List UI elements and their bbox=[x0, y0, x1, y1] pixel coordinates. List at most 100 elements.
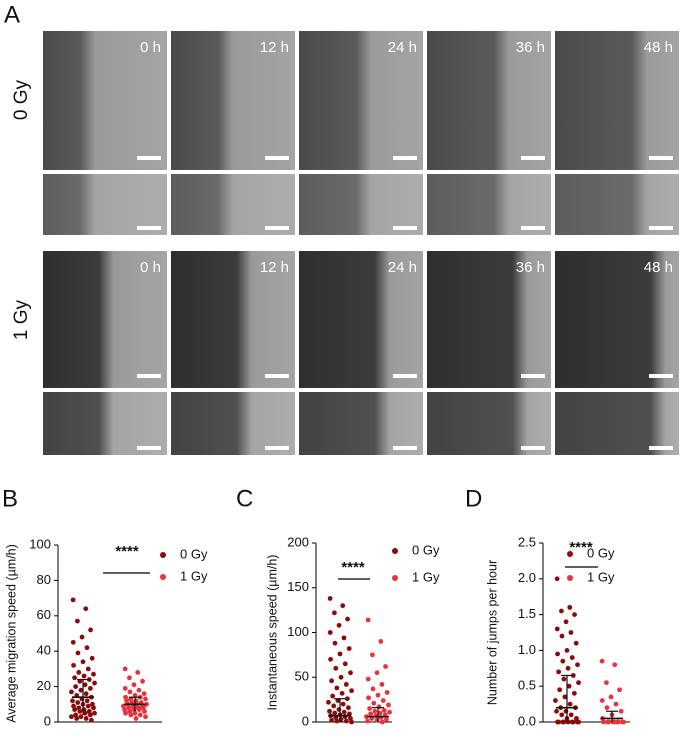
legend-marker bbox=[160, 552, 166, 558]
data-point bbox=[75, 618, 80, 624]
data-point bbox=[75, 700, 81, 705]
data-point bbox=[599, 698, 605, 703]
data-point bbox=[557, 687, 563, 693]
legend-marker bbox=[160, 574, 166, 580]
data-point bbox=[337, 651, 343, 657]
data-point bbox=[381, 707, 387, 713]
scale-bar bbox=[265, 156, 289, 160]
y-axis-label: Average migration speed (µm/h) bbox=[4, 544, 18, 723]
micrograph-zoom bbox=[43, 174, 167, 235]
data-point bbox=[327, 630, 333, 635]
scale-bar bbox=[393, 374, 417, 378]
data-point bbox=[85, 703, 91, 709]
data-point bbox=[127, 675, 132, 681]
row-label: 0 Gy bbox=[11, 79, 32, 120]
micrograph-zoom bbox=[555, 392, 679, 455]
scale-bar bbox=[521, 446, 545, 450]
scale-bar bbox=[649, 226, 673, 230]
y-axis-label: Instantaneous speed (µm/h) bbox=[265, 555, 279, 711]
micrograph bbox=[171, 251, 295, 388]
micrograph bbox=[555, 31, 679, 170]
data-point bbox=[133, 716, 139, 721]
data-point bbox=[366, 695, 371, 701]
legend-marker bbox=[567, 551, 573, 557]
data-point bbox=[374, 717, 380, 723]
data-point bbox=[343, 682, 349, 687]
data-point bbox=[553, 698, 558, 703]
data-point bbox=[374, 670, 380, 676]
data-point bbox=[342, 661, 348, 667]
data-point bbox=[384, 716, 389, 722]
row-label: 1 Gy bbox=[11, 299, 32, 340]
data-point bbox=[554, 708, 559, 714]
data-point bbox=[564, 648, 570, 653]
data-point bbox=[573, 640, 579, 646]
micrograph-zoom bbox=[427, 174, 551, 235]
data-point bbox=[86, 677, 92, 682]
data-point bbox=[326, 699, 331, 705]
scale-bar bbox=[649, 156, 673, 160]
scale-bar bbox=[521, 156, 545, 160]
significance-label: **** bbox=[115, 543, 139, 560]
legend-label: 0 Gy bbox=[587, 545, 615, 560]
data-point bbox=[141, 691, 147, 697]
data-point bbox=[386, 702, 391, 708]
time-label: 48 h bbox=[644, 39, 673, 56]
scale-bar bbox=[393, 156, 417, 160]
data-point bbox=[135, 670, 141, 675]
scale-bar bbox=[649, 446, 673, 450]
legend-label: 0 Gy bbox=[412, 542, 440, 557]
data-point bbox=[560, 658, 566, 664]
data-point bbox=[570, 719, 576, 725]
data-point bbox=[611, 719, 617, 725]
data-point bbox=[81, 673, 87, 679]
time-label: 0 h bbox=[140, 39, 161, 56]
micrograph-zoom bbox=[171, 392, 295, 455]
data-point bbox=[80, 659, 86, 665]
data-point bbox=[142, 708, 147, 714]
data-point bbox=[83, 606, 89, 612]
data-point bbox=[84, 645, 90, 651]
y-tick-label: 2.0 bbox=[518, 570, 536, 585]
data-point bbox=[608, 694, 614, 700]
data-point bbox=[341, 635, 347, 641]
data-point bbox=[599, 658, 605, 664]
y-tick-label: 0.0 bbox=[518, 713, 536, 728]
data-point bbox=[572, 612, 577, 617]
data-point bbox=[345, 616, 350, 622]
data-point bbox=[328, 656, 333, 662]
legend-label: 1 Gy bbox=[412, 569, 440, 584]
data-point bbox=[140, 678, 145, 684]
data-point bbox=[334, 685, 340, 691]
time-label: 12 h bbox=[260, 39, 289, 56]
micrograph bbox=[555, 251, 679, 388]
data-point bbox=[566, 683, 572, 689]
y-tick-label: 150 bbox=[287, 579, 309, 594]
data-point bbox=[332, 710, 338, 716]
data-point bbox=[387, 709, 392, 715]
data-point bbox=[604, 680, 609, 686]
data-point bbox=[336, 707, 342, 712]
data-point bbox=[575, 662, 580, 668]
legend-label: 0 Gy bbox=[180, 546, 208, 561]
data-point bbox=[132, 710, 138, 716]
data-point bbox=[349, 719, 354, 725]
data-point bbox=[371, 700, 377, 706]
significance-label: **** bbox=[569, 539, 593, 556]
y-tick-label: 60 bbox=[37, 607, 51, 622]
data-point bbox=[365, 617, 371, 623]
data-point bbox=[74, 716, 80, 721]
scale-bar bbox=[521, 374, 545, 378]
data-point bbox=[349, 688, 354, 694]
data-point bbox=[567, 605, 573, 610]
data-point bbox=[83, 691, 89, 697]
data-point bbox=[89, 655, 95, 661]
data-point bbox=[338, 716, 344, 722]
y-tick-label: 40 bbox=[37, 643, 51, 658]
data-point bbox=[88, 627, 93, 633]
data-point bbox=[570, 673, 576, 678]
data-point bbox=[561, 676, 567, 682]
data-point bbox=[70, 698, 75, 704]
data-point bbox=[568, 630, 574, 635]
scale-bar bbox=[265, 374, 289, 378]
